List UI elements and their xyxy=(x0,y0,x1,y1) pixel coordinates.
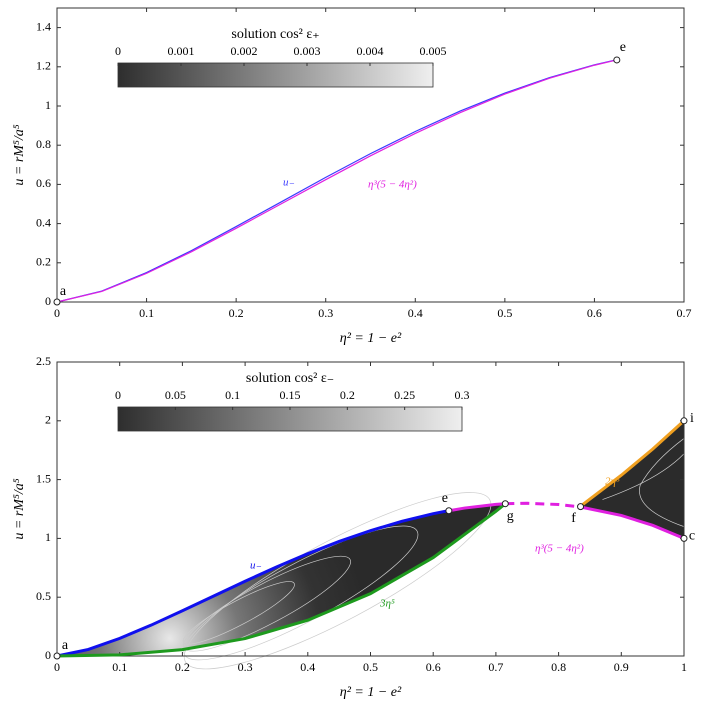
colorbar xyxy=(117,62,434,88)
series-line xyxy=(56,59,617,303)
point-label: e xyxy=(442,491,448,506)
series-label: η³(5 − 4η²) xyxy=(368,179,417,191)
y-tick-label: 0 xyxy=(45,294,51,308)
point-label: e xyxy=(620,40,626,55)
colorbar-tick-label: 0.005 xyxy=(420,44,447,58)
x-tick-label: 0.6 xyxy=(587,306,602,320)
x-tick-label: 0 xyxy=(54,306,60,320)
contour xyxy=(639,438,685,527)
x-tick-label: 0.5 xyxy=(497,306,512,320)
series-line xyxy=(579,419,686,508)
colorbar-tick-label: 0.004 xyxy=(357,44,384,58)
series-label: 3η⁵ xyxy=(379,598,395,610)
y-tick-label: 1.4 xyxy=(36,19,51,33)
series-label: 2η⁵ xyxy=(605,476,620,488)
y-tick-label: 0.4 xyxy=(36,215,51,229)
x-tick-label: 0.6 xyxy=(426,660,441,674)
x-tick-label: 0.1 xyxy=(139,306,154,320)
y-tick-label: 0.2 xyxy=(36,255,51,269)
x-tick-label: 0.2 xyxy=(229,306,244,320)
y-tick-label: 2 xyxy=(45,413,51,427)
x-tick-label: 0.2 xyxy=(175,660,190,674)
x-tick-label: 0.5 xyxy=(363,660,378,674)
colorbar-tick-label: 0.002 xyxy=(231,44,258,58)
x-axis-label: η² = 1 − e² xyxy=(340,685,402,700)
series-line xyxy=(448,502,685,540)
y-tick-label: 0 xyxy=(45,648,51,662)
contour xyxy=(182,581,295,645)
x-tick-label: 0.4 xyxy=(300,660,315,674)
x-tick-label: 0.8 xyxy=(551,660,566,674)
point-label: a xyxy=(60,284,67,299)
contour xyxy=(183,555,351,652)
point-marker xyxy=(53,298,61,306)
point-label: f xyxy=(571,511,576,526)
y-tick-label: 1.5 xyxy=(36,471,51,485)
y-tick-label: 0.8 xyxy=(36,137,51,151)
point-marker xyxy=(680,417,688,425)
plot-frame xyxy=(56,7,685,303)
x-tick-label: 1 xyxy=(681,660,687,674)
chart-panel: 0 0.1 0.2 0.3 0.4 0.5 0.6 0.7 0 0.2 0.4 0.6 0.8 1 1.2 1… xyxy=(12,7,692,346)
colorbar-label: solution cos² ε₋ xyxy=(246,371,334,386)
series-label: η³(5 − 4η²) xyxy=(535,543,584,555)
y-tick-label: 1 xyxy=(45,530,51,544)
x-tick-label: 0.7 xyxy=(488,660,503,674)
shaded-region xyxy=(57,503,506,656)
chart-panel: 0 0.1 0.2 0.3 0.4 0.5 0.6 0.7 0.8 0.9 1 0 0.5 1 1.5 2 2.… xyxy=(12,354,695,700)
series-line xyxy=(505,501,581,509)
x-axis-label: η² = 1 − e² xyxy=(340,331,402,346)
colorbar-tick-label: 0.001 xyxy=(168,44,195,58)
series-line xyxy=(56,509,450,658)
contour xyxy=(183,492,492,670)
x-tick-label: 0.9 xyxy=(614,660,629,674)
y-tick-label: 2.5 xyxy=(36,354,51,368)
point-label: g xyxy=(507,509,514,524)
colorbar-label: solution cos² ε₊ xyxy=(231,27,319,42)
y-tick-label: 0.5 xyxy=(36,589,51,603)
y-axis-label: u = rM⁵/a⁵ xyxy=(12,124,27,185)
point-marker xyxy=(501,500,509,508)
series-label: u₋ xyxy=(283,177,295,189)
point-marker xyxy=(680,534,688,542)
point-marker xyxy=(53,652,61,660)
contour xyxy=(602,453,685,500)
point-label: a xyxy=(62,638,69,653)
point-label: c xyxy=(689,529,695,544)
point-label: i xyxy=(690,411,694,426)
point-marker xyxy=(445,507,453,515)
colorbar-tick-label: 0.2 xyxy=(340,388,355,402)
point-marker xyxy=(613,56,621,64)
x-tick-label: 0.4 xyxy=(408,306,423,320)
point-marker xyxy=(577,503,585,511)
colorbar-tick-label: 0 xyxy=(115,388,121,402)
y-tick-label: 1 xyxy=(45,98,51,112)
colorbar-tick-label: 0.3 xyxy=(455,388,470,402)
shaded-region xyxy=(580,420,684,539)
y-tick-label: 0.6 xyxy=(36,176,51,190)
x-tick-label: 0.3 xyxy=(318,306,333,320)
colorbar xyxy=(117,406,463,432)
colorbar-tick-label: 0.1 xyxy=(225,388,240,402)
x-tick-label: 0.7 xyxy=(677,306,692,320)
colorbar-tick-label: 0.25 xyxy=(394,388,415,402)
x-tick-label: 0.3 xyxy=(238,660,253,674)
series-line xyxy=(56,59,617,303)
series-line xyxy=(56,502,507,658)
y-axis-label: u = rM⁵/a⁵ xyxy=(12,478,27,539)
colorbar-tick-label: 0 xyxy=(115,44,121,58)
colorbar-tick-label: 0.15 xyxy=(280,388,301,402)
x-tick-label: 0 xyxy=(54,660,60,674)
colorbar-tick-label: 0.05 xyxy=(165,388,186,402)
y-tick-label: 1.2 xyxy=(36,59,51,73)
colorbar-tick-label: 0.003 xyxy=(294,44,321,58)
x-tick-label: 0.1 xyxy=(112,660,127,674)
series-label: u₋ xyxy=(250,560,262,572)
